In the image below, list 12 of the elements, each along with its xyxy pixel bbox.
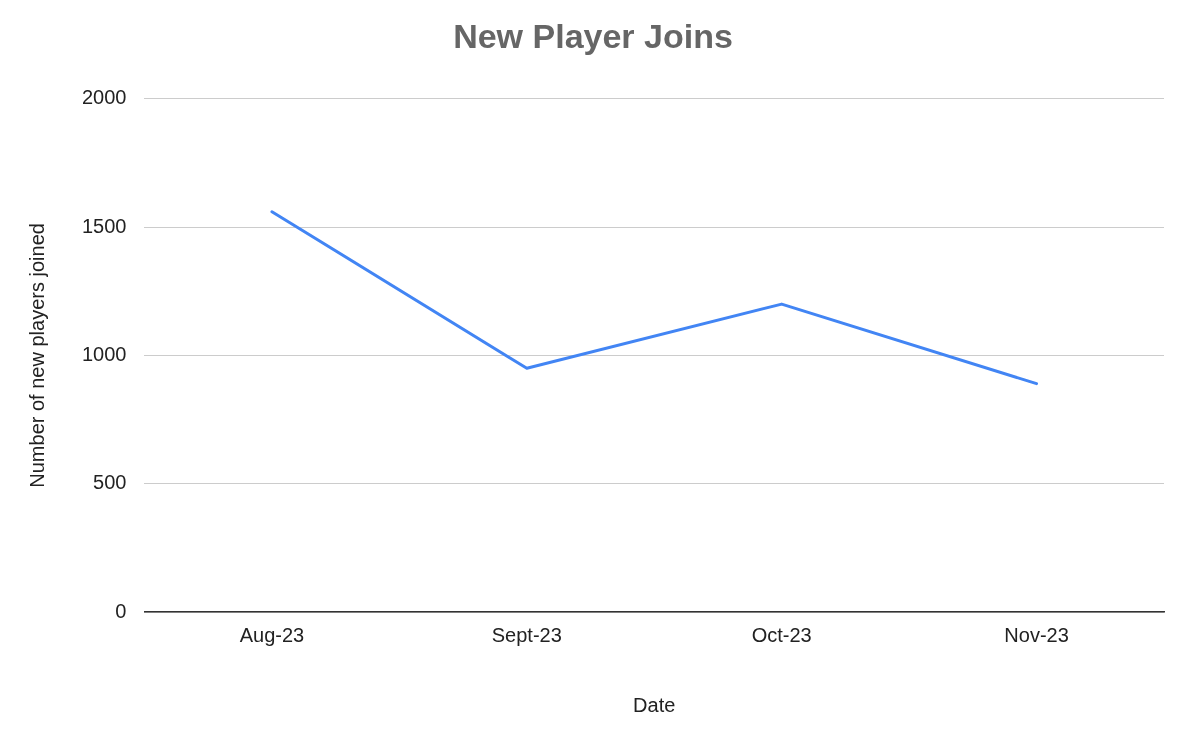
y-axis-title: Number of new players joined bbox=[25, 223, 48, 488]
chart-title: New Player Joins bbox=[453, 16, 733, 55]
y-tick-label: 1000 bbox=[81, 342, 127, 365]
y-tick-label: 2000 bbox=[81, 86, 127, 109]
x-tick-label: Sept-23 bbox=[491, 623, 562, 646]
x-axis-title: Date bbox=[633, 693, 676, 716]
x-tick-label: Aug-23 bbox=[239, 623, 305, 646]
y-tick-label: 0 bbox=[115, 599, 127, 622]
x-tick-label: Nov-23 bbox=[1004, 623, 1069, 646]
y-tick-label: 1500 bbox=[81, 214, 127, 237]
y-tick-label: 500 bbox=[93, 471, 127, 494]
x-tick-label: Oct-23 bbox=[751, 623, 812, 646]
